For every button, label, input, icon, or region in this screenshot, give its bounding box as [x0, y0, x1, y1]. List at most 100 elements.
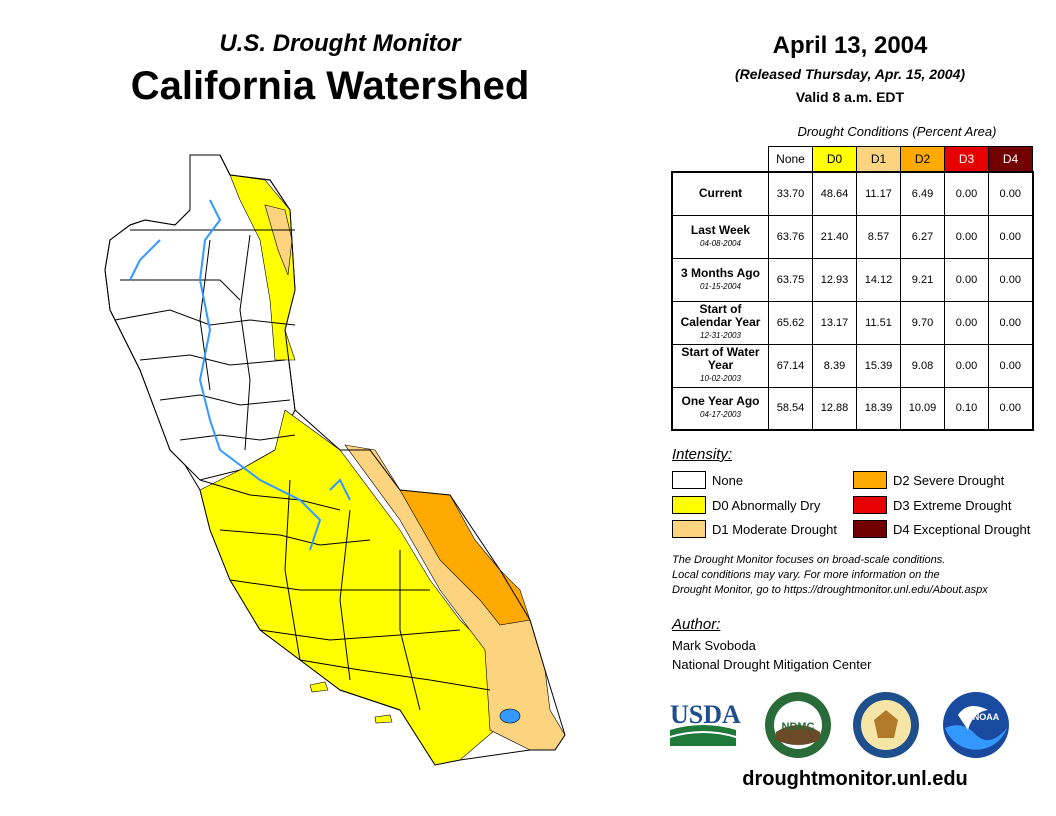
- watershed-boundaries: [114, 229, 491, 711]
- table-cell: 13.17: [812, 300, 857, 345]
- ndmc-logo-text: NDMC: [782, 721, 815, 733]
- row-label: Current: [671, 171, 769, 216]
- outer-boundary: [104, 154, 566, 766]
- row-label-text: Start of Calendar Year: [680, 302, 761, 329]
- table-cell: 6.27: [900, 214, 945, 259]
- table-cell: 8.39: [812, 343, 857, 388]
- note-line: Drought Monitor, go to https://droughtmo…: [672, 584, 988, 596]
- legend-swatch: [672, 471, 706, 489]
- row-label: One Year Ago 04-17-2003: [671, 386, 769, 431]
- legend-swatch: [672, 520, 706, 538]
- ndmc-logo: NDMC: [765, 692, 831, 758]
- table-cell: 9.70: [900, 300, 945, 345]
- column-header-d2: D2: [900, 146, 945, 173]
- row-label-text: 3 Months Ago: [681, 265, 760, 280]
- row-date: 12-31-2003: [700, 331, 741, 340]
- table-cell: 0.00: [988, 343, 1033, 388]
- table-cell: 67.14: [768, 343, 813, 388]
- legend-title: Intensity:: [672, 446, 733, 463]
- table-cell: 0.00: [988, 171, 1033, 216]
- row-date: 10-02-2003: [700, 374, 741, 383]
- row-date: 04-08-2004: [700, 238, 741, 248]
- table-cell: 8.57: [856, 214, 901, 259]
- table-cell: 0.00: [944, 257, 989, 302]
- row-label: Start of Water Year 10-02-2003: [671, 343, 769, 388]
- region-d1-north: [264, 204, 293, 276]
- table-cell: 0.00: [944, 300, 989, 345]
- table-cell: 0.00: [988, 214, 1033, 259]
- table-cell: 0.00: [944, 171, 989, 216]
- table-cell: 33.70: [768, 171, 813, 216]
- table-cell: 9.08: [900, 343, 945, 388]
- author-organization: National Drought Mitigation Center: [672, 657, 872, 672]
- table-cell: 0.00: [988, 386, 1033, 431]
- table-cell: 10.09: [900, 386, 945, 431]
- row-label-text: Last Week: [690, 222, 751, 237]
- row-label: 3 Months Ago 01-15-2004: [671, 257, 769, 302]
- table-cell: 18.39: [856, 386, 901, 431]
- column-header-d4: D4: [988, 146, 1033, 173]
- legend-label: D4 Exceptional Drought: [893, 521, 1031, 537]
- table-row: Start of Calendar Year 12-31-2003 65.62 13.…: [671, 300, 1033, 345]
- table-header-row: None D0 D1 D2 D3 D4: [672, 146, 1033, 173]
- note-line: Local conditions may vary. For more info…: [672, 569, 940, 581]
- usda-logo-text: USDA: [670, 700, 741, 729]
- row-label-text: Start of Water Year: [681, 345, 760, 372]
- column-header-d0: D0: [812, 146, 857, 173]
- table-cell: 0.00: [944, 214, 989, 259]
- table-cell: 6.49: [900, 171, 945, 216]
- table-row: One Year Ago 04-17-2003 58.54 12.88 18.39 10.…: [671, 386, 1033, 431]
- table-cell: 12.88: [812, 386, 857, 431]
- legend-item-d3: D3 Extreme Drought: [853, 496, 1012, 514]
- table-cell: 65.62: [768, 300, 813, 345]
- legend-label: None: [712, 472, 744, 488]
- legend-item-d0: D0 Abnormally Dry: [672, 496, 820, 514]
- table-cell: 0.00: [944, 343, 989, 388]
- legend-label: D2 Severe Drought: [893, 472, 1005, 488]
- row-date: 04-17-2003: [700, 410, 741, 420]
- table-caption: Drought Conditions (Percent Area): [797, 124, 997, 139]
- drought-conditions-table: None D0 D1 D2 D3 D4 Current 33.70 48.64 11.…: [671, 146, 1034, 431]
- table-row: Current 33.70 48.64 11.17 6.49 0.00 0.00: [671, 171, 1033, 216]
- author-heading: Author:: [672, 616, 721, 633]
- map-subtitle: U.S. Drought Monitor: [219, 30, 461, 57]
- commerce-seal-icon: [853, 692, 919, 758]
- row-label-text: Current: [698, 186, 743, 201]
- disclaimer-note: The Drought Monitor focuses on broad-sca…: [672, 553, 1042, 598]
- footer-url[interactable]: droughtmonitor.unl.edu: [742, 768, 968, 790]
- legend-label: D1 Moderate Drought: [712, 521, 838, 537]
- column-header-d3: D3: [944, 146, 989, 173]
- legend-swatch: [853, 471, 887, 489]
- column-header-none: None: [768, 146, 813, 173]
- california-watershed-map: [104, 154, 566, 766]
- legend-item-d4: D4 Exceptional Drought: [853, 520, 1030, 538]
- row-date: 01-15-2004: [700, 281, 741, 291]
- table-cell: 9.21: [900, 257, 945, 302]
- table-cell: 48.64: [812, 171, 857, 216]
- noaa-logo-text: NOAA: [973, 712, 1000, 722]
- table-cell: 21.40: [812, 214, 857, 259]
- table-cell: 11.17: [856, 171, 901, 216]
- table-cell: 0.00: [988, 300, 1033, 345]
- row-label: Start of Calendar Year 12-31-2003: [671, 300, 769, 345]
- partner-logos: USDA NDMC NOAA: [670, 692, 1009, 758]
- row-label: Last Week 04-08-2004: [671, 214, 769, 259]
- table-cell: 14.12: [856, 257, 901, 302]
- table-row: Start of Water Year 10-02-2003 67.14 8.39 15…: [671, 343, 1033, 388]
- noaa-logo: NOAA: [943, 692, 1009, 758]
- legend-swatch: [672, 496, 706, 514]
- table-cell: 0.10: [944, 386, 989, 431]
- region-d2-east: [399, 489, 531, 626]
- table-cell: 63.75: [768, 257, 813, 302]
- table-cell: 63.76: [768, 214, 813, 259]
- row-label-text: One Year Ago: [681, 394, 760, 409]
- legend-swatch: [853, 520, 887, 538]
- table-cell: 12.93: [812, 257, 857, 302]
- salton-sea: [499, 708, 521, 724]
- legend-swatch: [853, 496, 887, 514]
- legend-item-d2: D2 Severe Drought: [853, 471, 1004, 489]
- note-line: The Drought Monitor focuses on broad-sca…: [672, 554, 946, 566]
- rivers: [129, 199, 351, 551]
- table-cell: 58.54: [768, 386, 813, 431]
- table-row: Last Week 04-08-2004 63.76 21.40 8.57 6.27 0.0…: [671, 214, 1033, 259]
